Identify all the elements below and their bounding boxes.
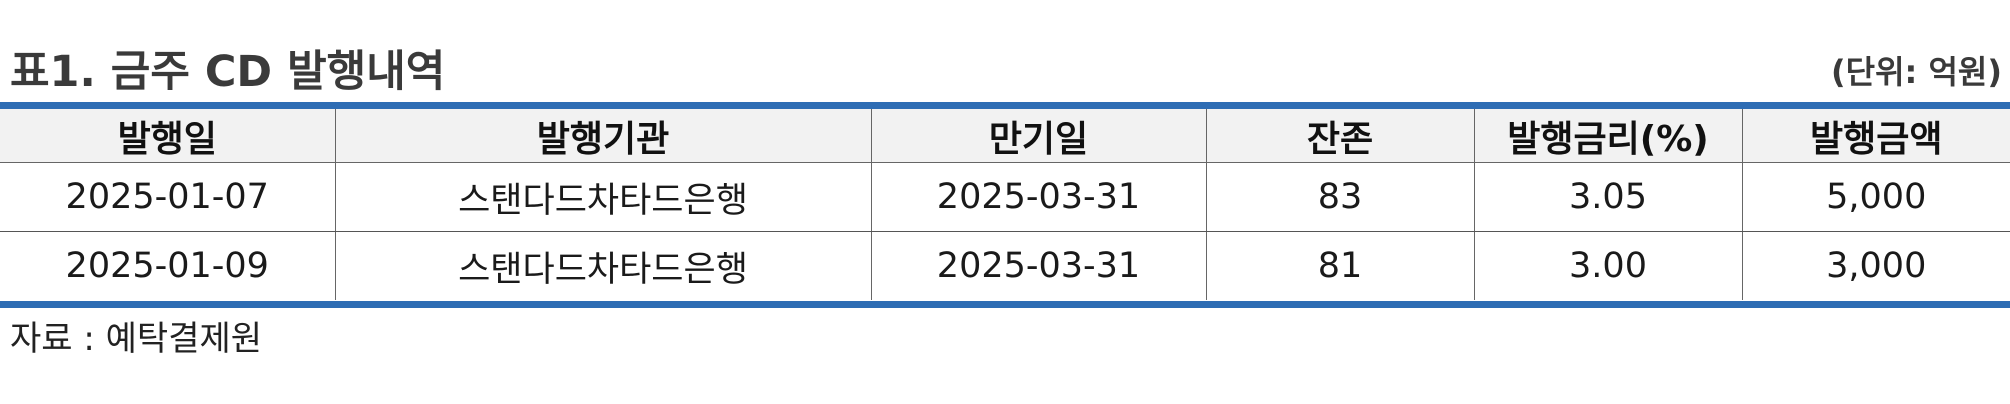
top-rule xyxy=(0,102,2010,109)
header-issue-rate: 발행금리(%) xyxy=(1473,109,1742,163)
cell-issue-rate: 3.00 xyxy=(1473,231,1742,300)
cell-maturity-date: 2025-03-31 xyxy=(870,231,1206,300)
header-maturity-date: 만기일 xyxy=(870,109,1206,163)
table-row: 2025-01-07 스탠다드차타드은행 2025-03-31 83 3.05 … xyxy=(0,162,2010,232)
table-header-row: 발행일 발행기관 만기일 잔존 발행금리(%) 발행금액 xyxy=(0,109,2010,163)
cell-issue-rate: 3.05 xyxy=(1473,162,1742,232)
header-issuer: 발행기관 xyxy=(334,109,871,163)
unit-label: (단위: 억원) xyxy=(1831,53,2002,91)
header-remaining: 잔존 xyxy=(1205,109,1474,163)
cell-remaining: 83 xyxy=(1205,162,1474,232)
cell-issuer: 스탠다드차타드은행 xyxy=(334,231,871,300)
cell-issue-date: 2025-01-09 xyxy=(65,246,269,286)
cd-issuance-table: 발행일 발행기관 만기일 잔존 발행금리(%) 발행금액 2025-01-07 … xyxy=(0,109,2010,300)
cell-maturity-date: 2025-03-31 xyxy=(870,162,1206,232)
title-row: 표1. 금주 CD 발행내역 (단위: 억원) xyxy=(0,44,2010,100)
cell-issue-date: 2025-01-07 xyxy=(0,162,335,232)
cell-remaining: 81 xyxy=(1205,231,1474,300)
bottom-rule xyxy=(0,301,2010,308)
cell-issue-amount: 5,000 xyxy=(1741,162,2010,232)
cell-issuer: 스탠다드차타드은행 xyxy=(334,162,871,232)
cell-issue-amount: 3,000 xyxy=(1741,231,2010,300)
table-row: 2025-01-09 스탠다드차타드은행 2025-03-31 81 3.00 … xyxy=(0,231,2010,300)
header-issue-date: 발행일 xyxy=(0,109,335,163)
source-note: 자료 : 예탁결제원 xyxy=(10,319,263,359)
table-title: 표1. 금주 CD 발행내역 xyxy=(10,47,446,97)
header-issue-amount: 발행금액 xyxy=(1741,109,2010,163)
